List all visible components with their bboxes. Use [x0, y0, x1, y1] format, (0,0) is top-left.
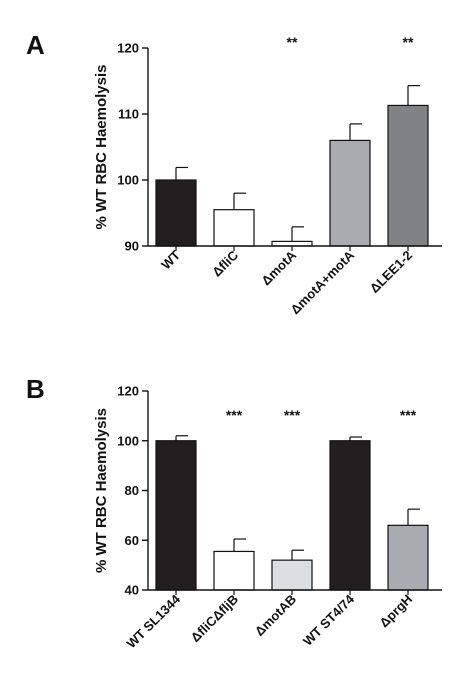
- bar: [387, 104, 429, 247]
- chart-panel-b: B % WT RBC Haemolysis WT SL1344 *** ΔfliCΔfl…: [26, 374, 442, 651]
- bar: [387, 524, 429, 591]
- x-tick-label: ΔprgH: [376, 592, 415, 631]
- bar: [155, 179, 197, 247]
- bar: [213, 550, 255, 591]
- y-tick-label: 100: [117, 433, 139, 448]
- y-tick-label: 90: [125, 239, 139, 254]
- x-tick-label: ΔmotA: [258, 247, 299, 288]
- x-tick-label: WT: [158, 247, 183, 272]
- x-tick-label: WT ST4/74: [300, 591, 358, 649]
- y-axis-label: % WT RBC Haemolysis: [93, 408, 110, 573]
- bar: [329, 440, 371, 591]
- bar: [271, 559, 313, 591]
- significance-marker: ***: [284, 407, 301, 423]
- bar: [329, 139, 371, 247]
- panel-letter: A: [26, 30, 45, 60]
- x-tick-label: ΔmotAB: [252, 592, 299, 639]
- panel-letter: B: [26, 374, 45, 404]
- x-tick-label: ΔLEE1-2: [367, 248, 415, 296]
- y-tick-label: 100: [117, 173, 139, 188]
- significance-marker: **: [403, 34, 414, 50]
- y-tick-label: 40: [125, 583, 139, 598]
- y-tick-label: 80: [125, 483, 139, 498]
- x-tick-label: WT SL1344: [123, 591, 183, 651]
- significance-marker: ***: [226, 407, 243, 423]
- significance-marker: **: [287, 34, 298, 50]
- y-tick-label: 110: [118, 107, 139, 122]
- y-axis-label: % WT RBC Haemolysis: [93, 64, 110, 229]
- bar: [213, 209, 255, 247]
- x-tick-label: ΔfliC: [209, 247, 241, 279]
- significance-marker: ***: [400, 407, 417, 423]
- y-tick-label: 120: [117, 384, 139, 399]
- y-tick-label: 60: [125, 533, 139, 548]
- y-tick-label: 120: [117, 41, 139, 56]
- x-tick-label: ΔfliCΔfljB: [188, 592, 241, 645]
- bar: [155, 440, 197, 591]
